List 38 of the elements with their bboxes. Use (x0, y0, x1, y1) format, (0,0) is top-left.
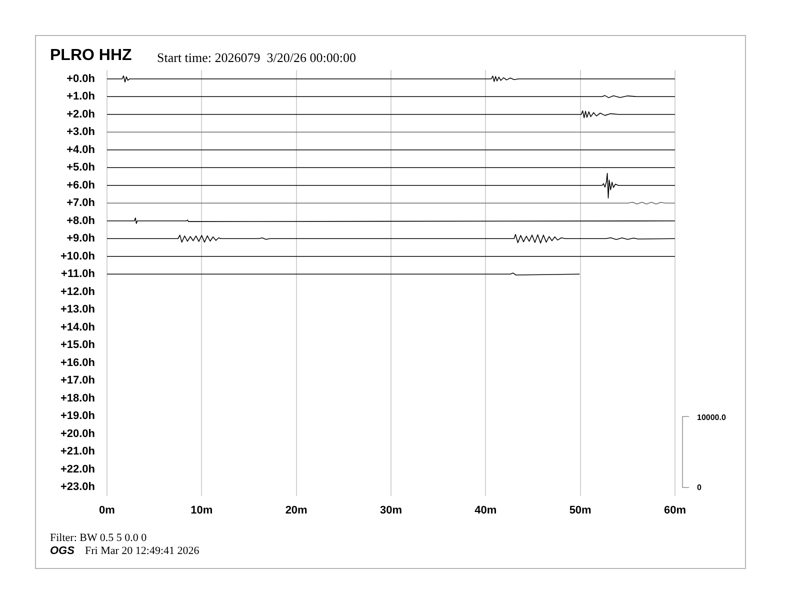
y-tick-label: +11.0h (61, 268, 96, 280)
y-tick-label: +7.0h (66, 197, 96, 210)
x-tick-label: 50m (569, 504, 592, 517)
x-tick-label: 60m (664, 504, 686, 517)
y-tick-label: +10.0h (60, 250, 96, 262)
y-tick-label: +16.0h (60, 356, 96, 369)
y-tick-label: +17.0h (60, 374, 96, 387)
x-tick-label: 0m (99, 504, 116, 517)
y-tick-label: +1.0h (66, 90, 96, 103)
y-tick-label: +20.0h (60, 428, 96, 440)
x-tick-label: 20m (285, 504, 308, 517)
y-tick-label: +22.0h (60, 463, 96, 476)
y-tick-label: +19.0h (60, 410, 96, 422)
y-tick-label: +5.0h (66, 162, 96, 174)
y-tick-label: +0.0h (66, 72, 96, 85)
y-tick-label: +13.0h (60, 304, 96, 316)
y-tick-label: +21.0h (60, 446, 96, 458)
chart-title: PLRO HHZ (50, 47, 132, 65)
y-tick-label: +12.0h (60, 286, 96, 298)
text: Filter: BW 0.5 5 0.0 0 (50, 532, 147, 544)
y-tick-label: +6.0h (66, 179, 96, 192)
text: 10000.0 (697, 413, 726, 422)
chart-subtitle: Start time: 2026079 3/20/26 00:00:00 (157, 50, 356, 66)
y-tick-label: +2.0h (66, 108, 96, 120)
y-tick-label: +14.0h (60, 321, 96, 334)
x-tick-label: 30m (380, 504, 402, 517)
y-tick-label: +8.0h (66, 214, 96, 227)
y-tick-label: +9.0h (66, 232, 96, 245)
text: OGS (50, 545, 74, 557)
text: Fri Mar 20 12:49:41 2026 (85, 545, 200, 557)
text: 0 (697, 483, 702, 492)
x-tick-label: 40m (474, 504, 497, 517)
y-tick-label: +4.0h (66, 144, 96, 156)
y-tick-label: +15.0h (60, 339, 96, 352)
y-tick-label: +3.0h (66, 126, 96, 138)
x-tick-label: 10m (190, 504, 213, 517)
y-tick-label: +18.0h (60, 392, 96, 404)
y-tick-label: +23.0h (60, 481, 96, 494)
